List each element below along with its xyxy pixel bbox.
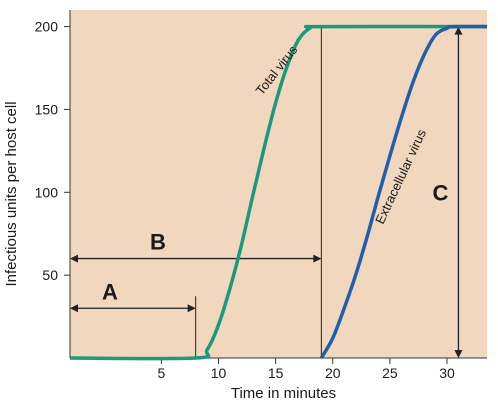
arrow-a-head-right [187, 304, 196, 313]
series [69, 24, 488, 361]
x-tick-label: 15 [268, 365, 284, 381]
x-tick-label: 25 [382, 365, 398, 381]
arrow-c [454, 26, 463, 358]
extracellular-virus-line [319, 24, 488, 359]
y-tick-label: 150 [35, 101, 59, 117]
x-tick-label: 5 [157, 365, 165, 381]
x-tick-label: 30 [439, 365, 455, 381]
axes: 50 100 150 200 5 10 15 20 25 30 Time in minutes Inf… [3, 10, 487, 402]
x-tick-label: 10 [211, 365, 227, 381]
y-tick-label: 100 [35, 184, 59, 200]
letter-a: A [102, 279, 118, 304]
annotations [70, 26, 463, 358]
y-tick-label: 200 [35, 19, 59, 35]
y-tick-label: 50 [42, 267, 58, 283]
y-axis-title: Infectious units per host cell [3, 101, 20, 286]
arrow-b-head-left [70, 254, 78, 263]
x-axis-title: Time in minutes [231, 385, 336, 402]
letter-b: B [150, 230, 166, 255]
total-virus-line [69, 24, 488, 361]
arrow-c-head-bottom [454, 350, 463, 358]
arrow-c-head-top [454, 26, 463, 35]
arrow-a-head-left [70, 304, 78, 313]
arrow-b [70, 254, 322, 263]
letter-c: C [433, 180, 449, 205]
x-tick-label: 20 [325, 365, 341, 381]
arrow-a [70, 304, 196, 313]
arrow-b-head-right [313, 254, 322, 263]
